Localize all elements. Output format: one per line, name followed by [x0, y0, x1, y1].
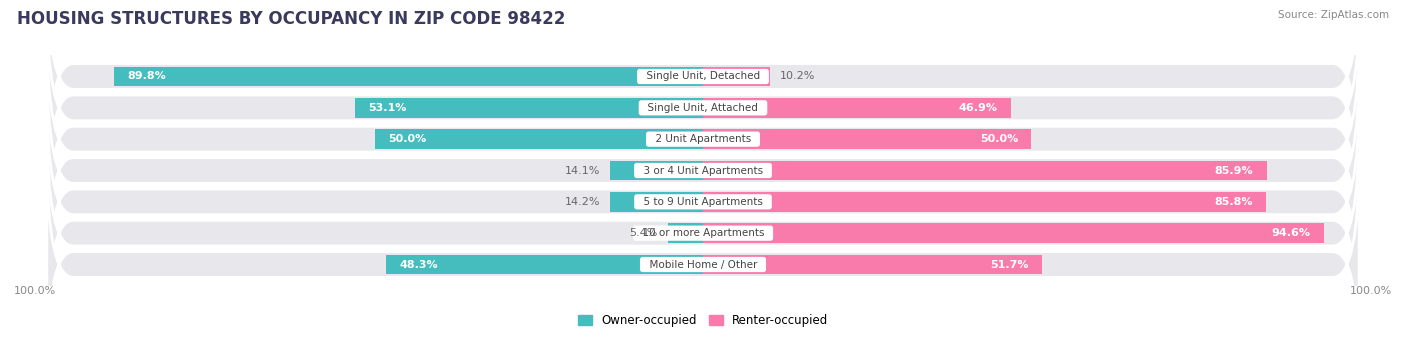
Text: Mobile Home / Other: Mobile Home / Other [643, 260, 763, 269]
Text: 10 or more Apartments: 10 or more Apartments [636, 228, 770, 238]
Bar [354, 98, 703, 118]
Text: Single Unit, Detached: Single Unit, Detached [640, 72, 766, 81]
Bar [610, 161, 703, 180]
Legend: Owner-occupied, Renter-occupied: Owner-occupied, Renter-occupied [572, 309, 834, 331]
Text: Source: ZipAtlas.com: Source: ZipAtlas.com [1278, 10, 1389, 20]
Text: 14.2%: 14.2% [564, 197, 600, 207]
FancyBboxPatch shape [46, 0, 1360, 220]
FancyBboxPatch shape [46, 121, 1360, 341]
Text: 89.8%: 89.8% [127, 72, 166, 81]
Bar [114, 67, 703, 86]
Text: 14.1%: 14.1% [565, 165, 600, 176]
Bar [703, 67, 770, 86]
Text: Single Unit, Attached: Single Unit, Attached [641, 103, 765, 113]
Bar [668, 223, 703, 243]
Text: 100.0%: 100.0% [14, 286, 56, 296]
Text: 85.9%: 85.9% [1215, 165, 1254, 176]
Bar [387, 255, 703, 274]
Text: 53.1%: 53.1% [368, 103, 406, 113]
Bar [703, 192, 1265, 211]
Text: 100.0%: 100.0% [1350, 286, 1392, 296]
Text: 51.7%: 51.7% [991, 260, 1029, 269]
Text: 48.3%: 48.3% [399, 260, 437, 269]
Bar [703, 130, 1031, 149]
Bar [610, 192, 703, 211]
Bar [703, 255, 1042, 274]
Text: 5.4%: 5.4% [630, 228, 658, 238]
Text: 10.2%: 10.2% [780, 72, 815, 81]
Text: 2 Unit Apartments: 2 Unit Apartments [648, 134, 758, 144]
Text: 50.0%: 50.0% [980, 134, 1018, 144]
Text: 94.6%: 94.6% [1271, 228, 1310, 238]
Bar [703, 161, 1267, 180]
Bar [703, 223, 1323, 243]
Text: 46.9%: 46.9% [959, 103, 998, 113]
FancyBboxPatch shape [46, 0, 1360, 189]
Text: 50.0%: 50.0% [388, 134, 426, 144]
Bar [703, 98, 1011, 118]
FancyBboxPatch shape [46, 27, 1360, 252]
FancyBboxPatch shape [46, 152, 1360, 341]
Text: 3 or 4 Unit Apartments: 3 or 4 Unit Apartments [637, 165, 769, 176]
Text: 5 to 9 Unit Apartments: 5 to 9 Unit Apartments [637, 197, 769, 207]
Bar [375, 130, 703, 149]
FancyBboxPatch shape [46, 58, 1360, 283]
Text: 85.8%: 85.8% [1215, 197, 1253, 207]
FancyBboxPatch shape [46, 89, 1360, 314]
Text: HOUSING STRUCTURES BY OCCUPANCY IN ZIP CODE 98422: HOUSING STRUCTURES BY OCCUPANCY IN ZIP C… [17, 10, 565, 28]
